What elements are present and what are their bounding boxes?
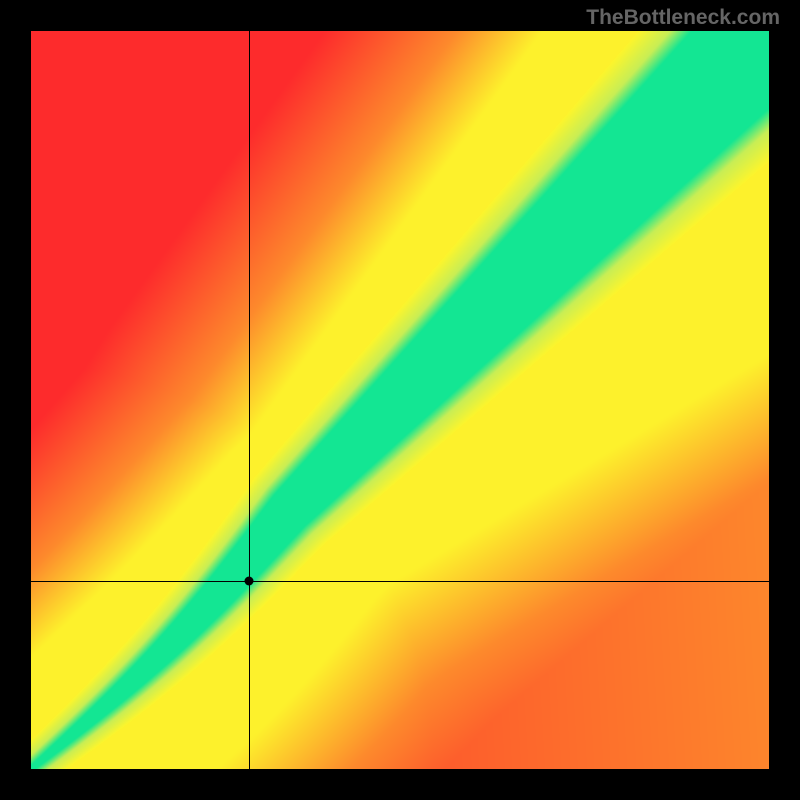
chart-frame: TheBottleneck.com [0, 0, 800, 800]
bottleneck-heatmap [31, 31, 769, 769]
watermark-text: TheBottleneck.com [586, 6, 780, 30]
crosshair-vertical [249, 31, 250, 769]
marker-dot [244, 576, 253, 585]
crosshair-horizontal [31, 581, 769, 582]
plot-area [31, 31, 769, 769]
